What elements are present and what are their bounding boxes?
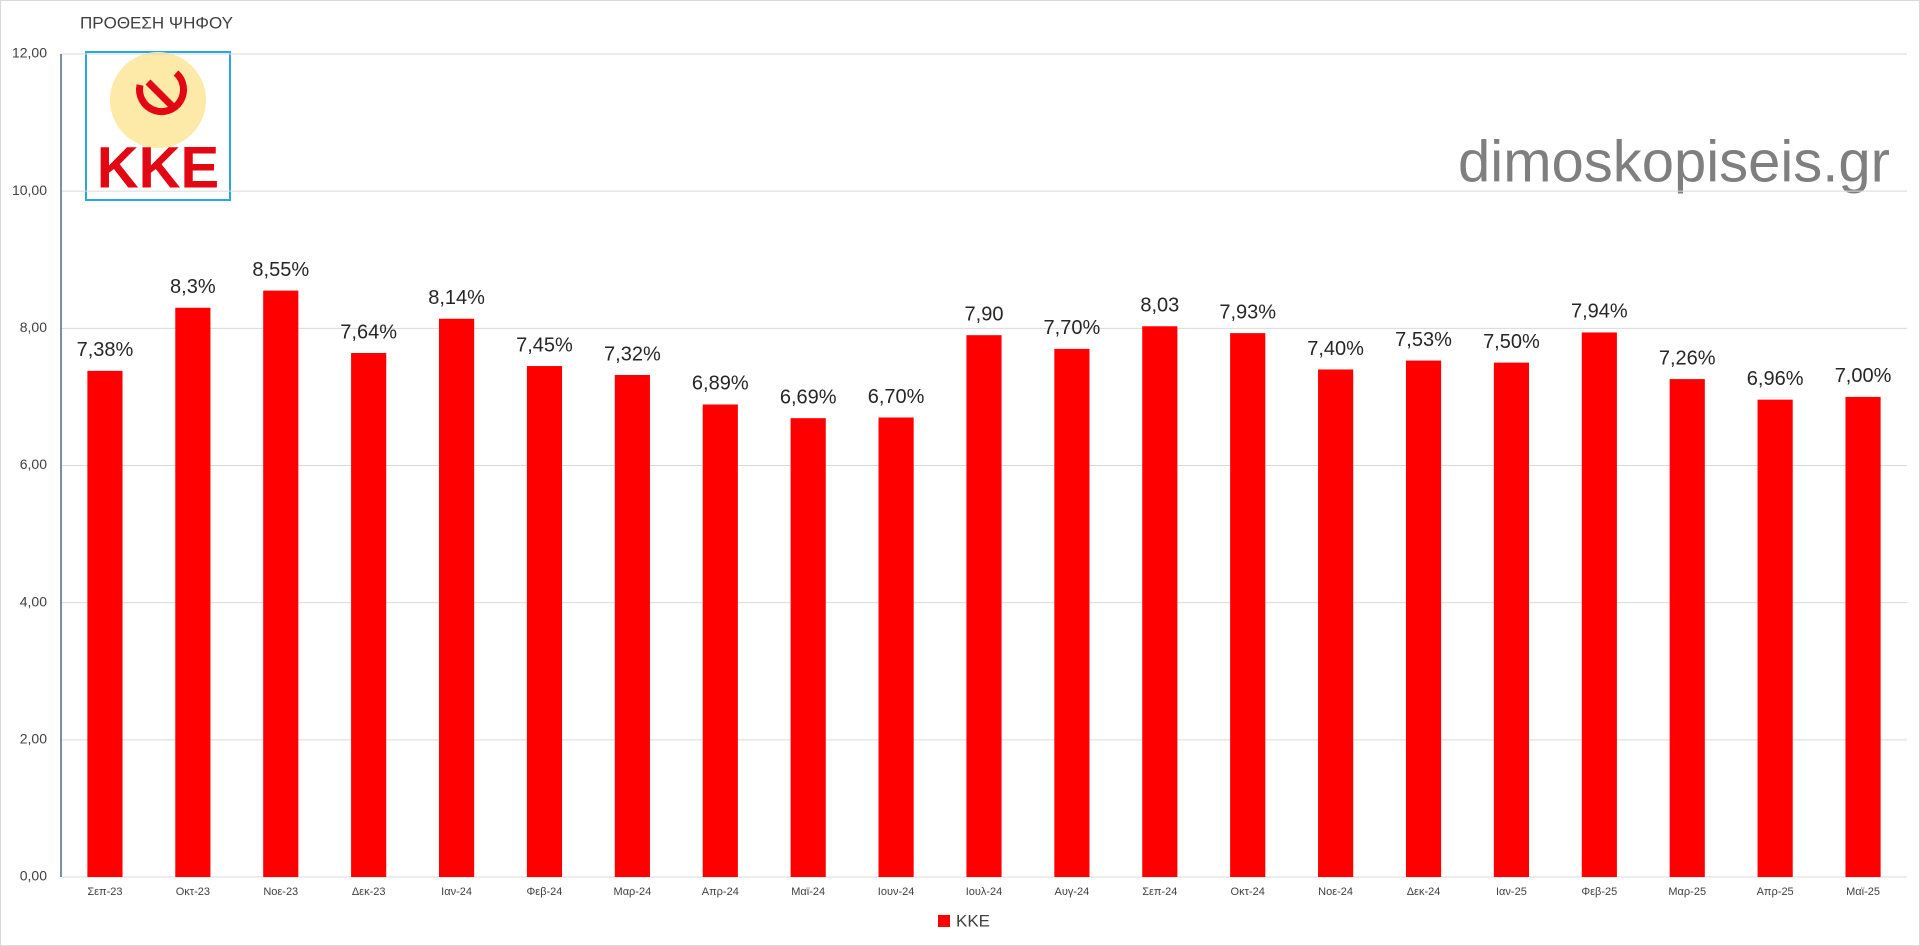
x-tick-label: Ιουλ-24 <box>966 886 1003 898</box>
y-tick-label: 12,00 <box>12 45 47 61</box>
x-tick-label: Φεβ-24 <box>527 886 563 898</box>
x-tick-label: Οκτ-24 <box>1231 886 1265 898</box>
bar <box>1230 333 1266 877</box>
bar <box>1845 396 1881 877</box>
x-tick-label: Μαρ-25 <box>1668 886 1706 898</box>
logo: ΚΚΕ <box>85 51 231 201</box>
y-tick-label: 2,00 <box>20 731 47 747</box>
y-tick-label: 6,00 <box>20 456 47 472</box>
data-label: 7,26% <box>1659 347 1716 369</box>
bar <box>263 290 299 877</box>
x-tick-label: Ιαν-24 <box>441 886 472 898</box>
bar <box>526 366 563 877</box>
data-label: 8,3% <box>170 276 216 298</box>
bar <box>1581 332 1617 877</box>
y-tick-label: 10,00 <box>12 182 47 198</box>
x-tick-label: Μαϊ-25 <box>1846 886 1880 898</box>
x-tick-label: Απρ-25 <box>1757 886 1794 898</box>
bar <box>351 353 387 878</box>
data-label: 7,00% <box>1835 365 1892 387</box>
bar <box>614 374 650 877</box>
data-label: 7,38% <box>77 339 134 361</box>
data-label: 7,32% <box>604 343 661 365</box>
legend-label: KKE <box>956 911 990 930</box>
x-tick-label: Αυγ-24 <box>1055 886 1090 898</box>
x-tick-label: Νοε-23 <box>263 886 298 898</box>
x-tick-label: Σεπ-24 <box>1142 886 1177 898</box>
bar <box>1318 369 1354 877</box>
y-tick-label: 8,00 <box>20 319 47 335</box>
legend-swatch <box>938 915 950 927</box>
data-label: 7,93% <box>1219 301 1276 323</box>
data-label: 7,40% <box>1307 338 1364 360</box>
data-label: 7,45% <box>516 334 573 356</box>
bar <box>1757 399 1793 877</box>
bar <box>1493 362 1530 877</box>
bar <box>878 417 914 877</box>
bar <box>87 370 123 877</box>
x-tick-label: Απρ-24 <box>702 886 739 898</box>
data-label: 7,94% <box>1571 301 1628 323</box>
bar <box>438 318 475 877</box>
data-label: 7,70% <box>1044 317 1101 339</box>
data-label: 7,64% <box>340 321 397 343</box>
data-label: 8,14% <box>428 287 485 309</box>
logo-text: ΚΚΕ <box>97 135 219 200</box>
logo-emblem <box>136 70 188 116</box>
x-tick-label: Δεκ-23 <box>352 886 386 898</box>
x-tick-label: Ιαν-25 <box>1496 886 1527 898</box>
y-tick-label: 0,00 <box>20 868 47 884</box>
watermark: dimoskopiseis.gr <box>1458 129 1890 194</box>
bar <box>1669 379 1705 877</box>
x-tick-label: Μαρ-24 <box>614 886 652 898</box>
bar <box>1142 326 1178 877</box>
x-tick-label: Δεκ-24 <box>1407 886 1441 898</box>
x-tick-label: Οκτ-23 <box>176 886 210 898</box>
x-tick-label: Φεβ-25 <box>1581 886 1617 898</box>
x-tick-label: Νοε-24 <box>1318 886 1353 898</box>
data-label: 6,70% <box>868 386 925 408</box>
bar <box>175 307 211 878</box>
x-tick-label: Μαϊ-24 <box>791 886 825 898</box>
bar <box>966 335 1002 878</box>
data-label: 7,90 <box>965 303 1004 325</box>
data-label: 7,53% <box>1395 329 1452 351</box>
bar <box>702 404 738 877</box>
bar <box>1405 360 1442 877</box>
chart-title: ΠΡΟΘΕΣΗ ΨΗΦΟΥ <box>80 13 233 32</box>
bar <box>790 418 826 877</box>
data-label: 6,89% <box>692 373 749 395</box>
data-label: 6,69% <box>780 386 837 408</box>
data-label: 8,55% <box>252 259 309 281</box>
data-label: 6,96% <box>1747 368 1804 390</box>
x-tick-label: Ιουν-24 <box>878 886 915 898</box>
logo-sun <box>110 52 206 148</box>
bar <box>1054 348 1090 877</box>
x-tick-label: Σεπ-23 <box>87 886 122 898</box>
data-label: 7,50% <box>1483 331 1540 353</box>
data-label: 8,03 <box>1140 295 1179 317</box>
y-tick-label: 4,00 <box>20 593 47 609</box>
